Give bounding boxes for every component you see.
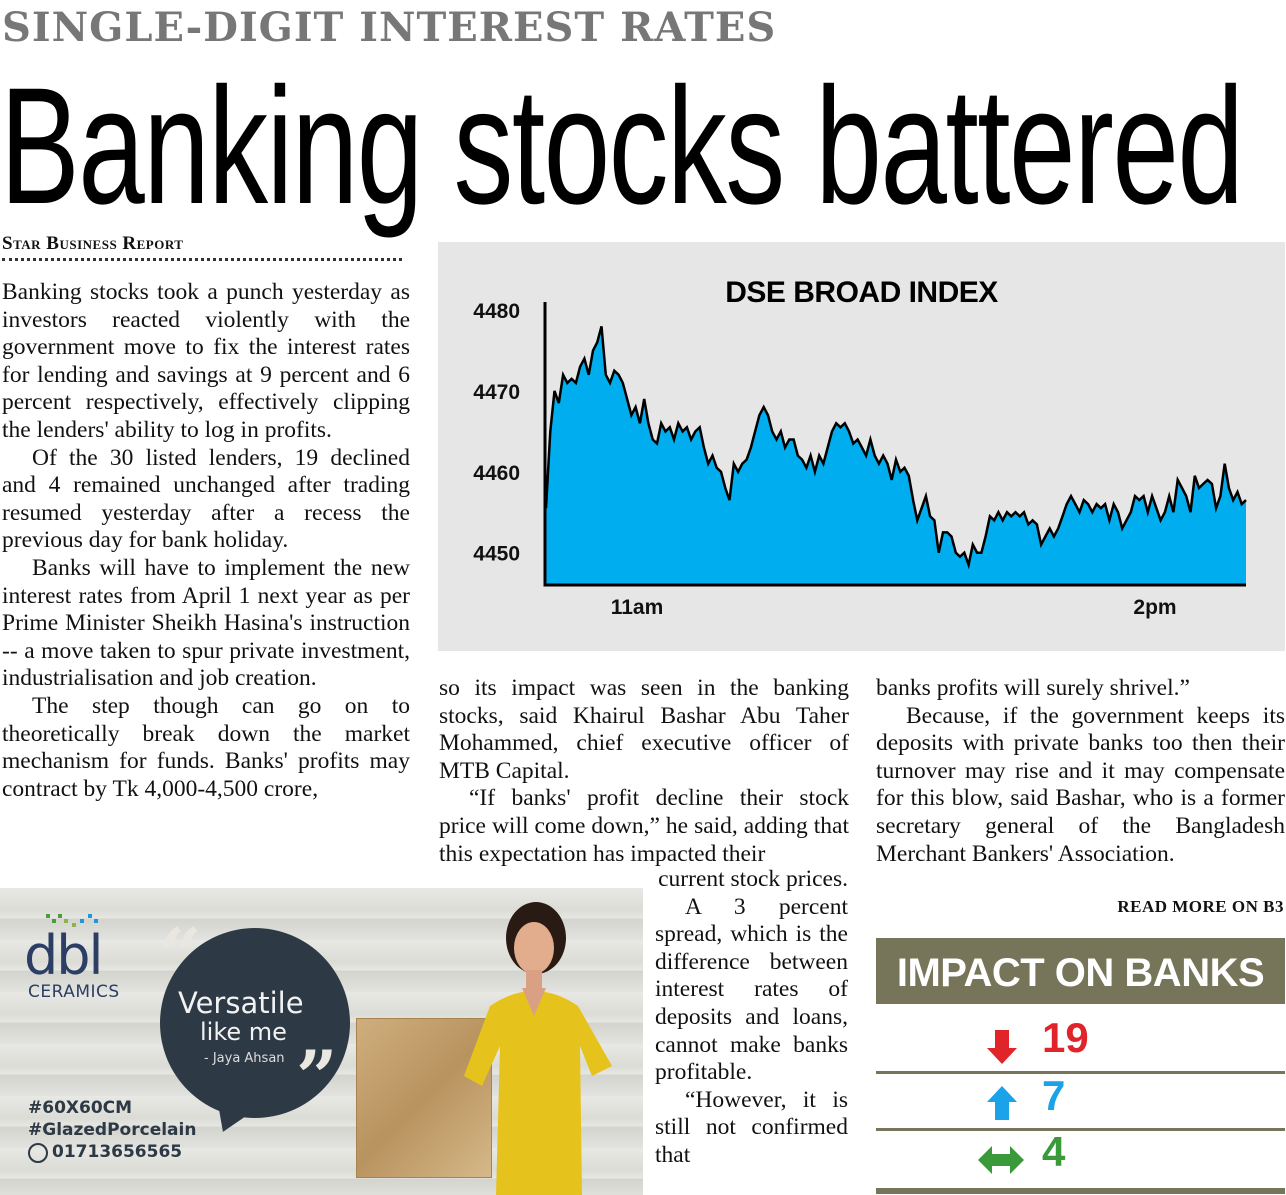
phone-icon bbox=[28, 1143, 48, 1163]
headline: Banking stocks battered bbox=[0, 54, 1244, 239]
chart-axes bbox=[543, 302, 1246, 587]
byline-divider bbox=[2, 258, 402, 261]
open-quote-icon: “ bbox=[160, 912, 202, 997]
brand-subtitle: CERAMICS bbox=[28, 982, 120, 1002]
paragraph: Because, if the government keeps its dep… bbox=[876, 702, 1285, 867]
divider bbox=[876, 1188, 1285, 1194]
ad-size-tag: #60X60CM bbox=[28, 1098, 133, 1118]
ad-type-tag: #GlazedPorcelain bbox=[28, 1120, 197, 1140]
paragraph: current stock prices. bbox=[658, 866, 848, 892]
speech-bubble bbox=[160, 928, 350, 1118]
impact-row-declined: 19 bbox=[876, 1014, 1285, 1070]
article-column-2: so its impact was seen in the banking st… bbox=[439, 675, 849, 868]
impact-count: 4 bbox=[1042, 1128, 1066, 1175]
read-more-link[interactable]: READ MORE ON B3 bbox=[1117, 897, 1284, 916]
brand-logo: dbl bbox=[24, 924, 104, 987]
x-tick-label: 11am bbox=[611, 596, 664, 619]
impact-count: 19 bbox=[1042, 1014, 1089, 1061]
model-photo bbox=[464, 902, 612, 1195]
y-tick-label: 4480 bbox=[473, 300, 520, 323]
index-line bbox=[544, 325, 1247, 570]
arrow-up-icon bbox=[987, 1086, 1017, 1120]
dse-broad-index-chart: DSE BROAD INDEX 4450 4460 4470 4480 11am 2pm bbox=[438, 242, 1285, 651]
brand-logo-pixels bbox=[46, 914, 98, 927]
paragraph: “However, it is still not confirmed that bbox=[655, 1086, 848, 1168]
paragraph: Banking stocks took a punch yesterday as… bbox=[2, 279, 410, 443]
ad-attribution: - Jaya Ahsan bbox=[204, 1051, 285, 1066]
chart-plot: 4450 4460 4470 4480 11am 2pm bbox=[473, 300, 1247, 619]
chart-title: DSE BROAD INDEX bbox=[725, 276, 998, 309]
arrow-left-right-icon bbox=[978, 1146, 1024, 1174]
impact-on-banks-box: IMPACT ON BANKS 19 7 4 bbox=[876, 938, 1285, 1195]
paragraph: Banks will have to implement the new int… bbox=[2, 554, 410, 692]
x-tick-label: 2pm bbox=[1133, 596, 1176, 619]
y-tick-label: 4470 bbox=[473, 381, 520, 404]
paragraph: so its impact was seen in the banking st… bbox=[439, 675, 849, 784]
arrow-down-icon bbox=[987, 1030, 1017, 1064]
divider bbox=[876, 1128, 1285, 1131]
byline: Star Business Report bbox=[2, 233, 184, 254]
article-column-2-continued: current stock prices. A 3 percent spread… bbox=[655, 866, 848, 1170]
kicker: SINGLE-DIGIT INTEREST RATES bbox=[2, 4, 777, 51]
paragraph: Of the 30 listed lenders, 19 declined an… bbox=[2, 444, 410, 554]
divider bbox=[876, 1071, 1285, 1074]
paragraph: banks profits will surely shrivel.” bbox=[876, 675, 1190, 701]
paragraph: The step though can go on to theoretical… bbox=[2, 692, 410, 802]
close-quote-icon: ” bbox=[296, 1034, 338, 1119]
paragraph: A 3 percent spread, which is the differe… bbox=[655, 893, 848, 1086]
y-tick-label: 4450 bbox=[473, 543, 520, 566]
ad-phone[interactable]: 01713656565 bbox=[52, 1142, 183, 1162]
article-column-1: Banking stocks took a punch yesterday as… bbox=[2, 279, 410, 803]
impact-row-unchanged: 4 bbox=[876, 1128, 1285, 1184]
impact-title: IMPACT ON BANKS bbox=[876, 938, 1285, 1004]
impact-row-advanced: 7 bbox=[876, 1072, 1285, 1128]
dbl-ceramics-ad[interactable]: dbl CERAMICS “ ” Versatile like me - Jay… bbox=[0, 888, 643, 1195]
y-tick-label: 4460 bbox=[473, 462, 520, 485]
wood-tile-image bbox=[356, 1018, 492, 1178]
ad-tagline-2: like me bbox=[200, 1018, 287, 1046]
impact-count: 7 bbox=[1042, 1072, 1066, 1119]
index-area bbox=[546, 326, 1246, 585]
ad-tagline: Versatile bbox=[178, 986, 304, 1020]
paragraph: “If banks' profit decline their stock pr… bbox=[439, 785, 849, 867]
article-column-3: banks profits will surely shrivel.” Beca… bbox=[876, 675, 1285, 868]
